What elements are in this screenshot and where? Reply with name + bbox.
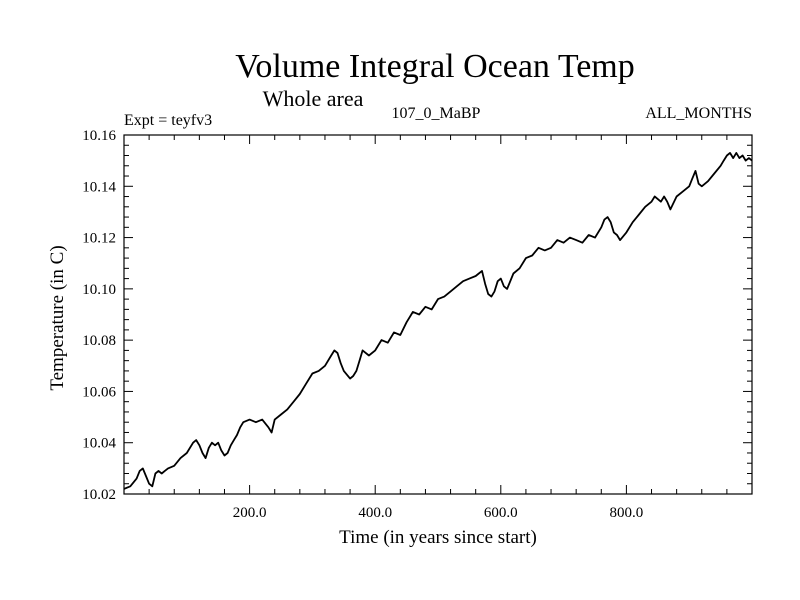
y-tick-label: 10.16	[82, 128, 116, 144]
y-tick-label: 10.12	[82, 231, 116, 247]
axes: 200.0 400.0 600.0 800.0 10.02 10.04 10.06 10.08…	[82, 128, 753, 521]
chart-subtitle: Whole area	[263, 86, 364, 111]
months-label: ALL_MONTHS	[645, 105, 752, 122]
x-tick-label: 800.0	[610, 505, 644, 521]
y-tick-label: 10.02	[82, 487, 116, 503]
chart-title: Volume Integral Ocean Temp	[235, 48, 635, 85]
series-group	[123, 151, 753, 490]
x-tick-label: 200.0	[233, 505, 267, 521]
experiment-label: Expt = teyfv3	[124, 112, 212, 129]
y-tick-label: 10.04	[82, 436, 116, 452]
y-axis-label: Temperature (in C)	[47, 245, 68, 390]
x-tick-label: 400.0	[358, 505, 392, 521]
x-tick-label: 600.0	[484, 505, 518, 521]
series-line-0	[123, 151, 753, 490]
plot-frame	[123, 134, 753, 495]
y-tick-label: 10.14	[82, 179, 116, 195]
run-label: 107_0_MaBP	[392, 105, 481, 122]
x-axis-label: Time (in years since start)	[339, 527, 537, 548]
y-tick-label: 10.10	[82, 282, 116, 298]
y-tick-label: 10.06	[82, 384, 116, 400]
y-tick-label: 10.08	[82, 333, 116, 349]
